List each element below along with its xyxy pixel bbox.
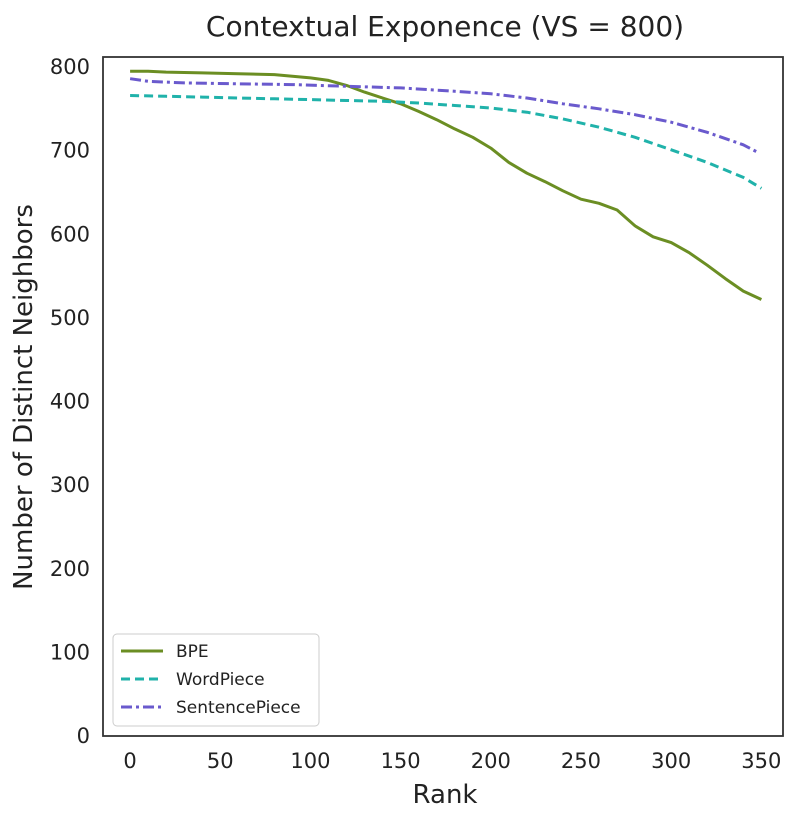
series-lines [129,69,763,301]
series-bpe-line [130,69,763,301]
y-tick-label: 700 [50,139,90,163]
y-tick-label: 200 [50,557,90,581]
x-axis-label: Rank [413,780,478,810]
x-tick-label: 0 [123,749,136,773]
y-tick-label: 600 [50,222,90,246]
y-axis-label: Number of Distinct Neighbors [9,204,39,590]
legend-label-sentencepiece: SentencePiece [176,698,301,718]
series-wordpiece-line [130,94,763,190]
x-tick-label: 50 [207,749,234,773]
y-tick-label: 400 [50,390,90,414]
axis-ticks: 0 50 100 150 200 250 300 350 0 100 200 300 400 500 600… [50,55,781,773]
x-tick-label: 300 [651,749,691,773]
x-tick-label: 350 [741,749,781,773]
y-tick-label: 300 [50,473,90,497]
x-tick-label: 100 [290,749,330,773]
y-tick-label: 0 [77,724,90,748]
series-sentencepiece-line [129,77,759,154]
legend-label-bpe: BPE [176,642,209,662]
plot-frame [102,56,784,737]
y-tick-label: 500 [50,306,90,330]
legend: BPE WordPiece SentencePiece [112,633,320,727]
y-tick-label: 100 [50,640,90,664]
y-tick-label: 800 [50,55,90,79]
legend-label-wordpiece: WordPiece [176,670,265,690]
x-tick-label: 150 [381,749,421,773]
x-tick-label: 200 [471,749,511,773]
chart-title: Contextual Exponence (VS = 800) [206,10,684,43]
legend-box [112,633,320,727]
x-tick-label: 250 [561,749,601,773]
